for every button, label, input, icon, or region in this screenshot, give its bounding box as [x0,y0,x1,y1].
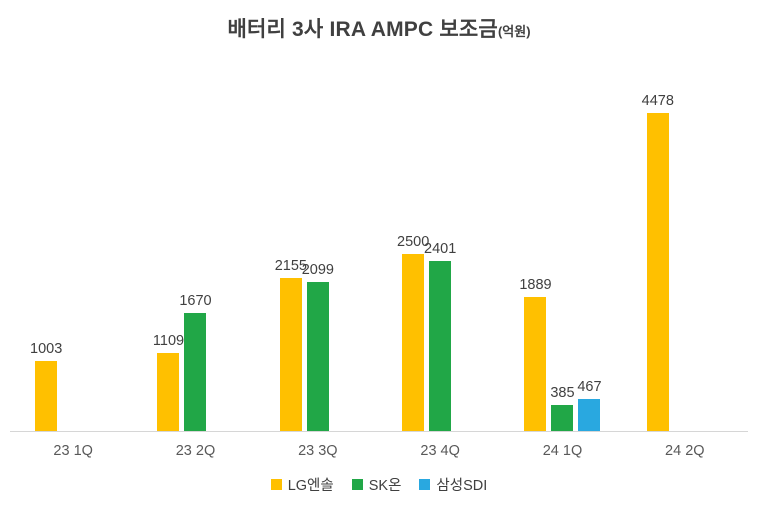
bar-slot-삼성sdi [210,80,235,432]
bar-slot-lg엔솔: 2155 [275,80,307,432]
bar-group-23-1q: 1003 [12,80,134,432]
bar-lg엔솔-23-2q [157,353,180,432]
bar-slot-삼성sdi [88,80,113,432]
bar-group-23-3q: 2155 2099 [257,80,379,432]
x-axis-labels: 23 1Q 23 2Q 23 3Q 23 4Q 24 1Q 24 2Q [12,443,746,459]
bar-slot-삼성sdi [699,80,724,432]
bar-slot-sk온: 2099 [302,80,334,432]
bar-sk온-23-2q [184,313,207,432]
data-label-lg엔솔-23-3q: 2155 [274,257,307,274]
legend-label-sk온: SK온 [368,478,402,494]
bar-삼성sdi-24-1q [578,399,601,432]
data-label-lg엔솔-24-1q: 1889 [519,276,552,293]
bar-sk온-23-3q [306,282,329,432]
x-axis-label-24-2q: 24 2Q [665,443,705,459]
bar-slot-lg엔솔: 1003 [30,80,62,432]
bar-lg엔솔-23-3q [279,278,302,432]
bar-group-24-1q: 1889 385 467 [501,80,623,432]
bar-slot-lg엔솔: 1109 [152,80,185,432]
data-label-sk온-23-3q: 2099 [301,261,334,278]
x-axis-line [10,431,748,432]
chart-title-text: 배터리 3사 IRA AMPC 보조금 [227,18,498,41]
x-axis-label-23-1q: 23 1Q [53,443,93,459]
bar-lg엔솔-23-4q [402,254,425,432]
bar-lg엔솔-24-2q [646,113,669,432]
data-label-sk온-23-4q: 2401 [424,240,457,257]
legend-item-삼성sdi: 삼성SDI [419,474,487,495]
data-label-lg엔솔-23-1q: 1003 [30,340,63,357]
legend-swatch-삼성sdi [419,479,431,490]
bar-group-24-2q: 4478 [624,80,746,432]
x-axis-label-23-2q: 23 2Q [175,443,216,459]
legend-swatch-sk온 [351,479,363,490]
bar-sk온-24-1q [551,405,574,432]
bar-slot-삼성sdi [332,80,357,432]
legend-item-lg엔솔: LG엔솔 [270,474,334,495]
bar-slot-lg엔솔: 1889 [519,80,552,432]
bar-group-23-4q: 2500 2401 [379,80,501,432]
bar-slot-sk온: 2401 [424,80,456,432]
chart-title-unit: (억원) [497,24,531,39]
data-label-lg엔솔-24-2q: 4478 [641,92,674,109]
data-label-sk온-23-2q: 1670 [179,292,212,309]
bar-slot-lg엔솔: 4478 [642,80,674,432]
bar-lg엔솔-23-1q [35,361,58,432]
bar-slot-sk온 [61,80,86,432]
data-label-삼성sdi-24-1q: 467 [577,378,602,395]
bar-group-23-2q: 1109 1670 [134,80,256,432]
legend-swatch-lg엔솔 [270,479,282,490]
bar-slot-삼성sdi [455,80,480,432]
bar-slot-lg엔솔: 2500 [397,80,429,432]
legend: LG엔솔 SK온 삼성SDI [0,474,758,495]
bar-slot-sk온: 1670 [179,80,212,432]
chart-title: 배터리 3사 IRA AMPC 보조금(억원) [0,13,758,43]
bar-lg엔솔-24-1q [524,297,547,432]
data-label-lg엔솔-23-2q: 1109 [152,332,185,349]
bar-sk온-23-4q [429,261,452,432]
data-label-lg엔솔-23-4q: 2500 [397,233,430,250]
bar-slot-삼성sdi: 467 [577,80,602,432]
legend-label-삼성sdi: 삼성SDI [436,478,488,494]
x-axis-label-23-4q: 23 4Q [420,443,460,459]
x-axis-label-24-1q: 24 1Q [542,443,583,459]
data-label-sk온-24-1q: 385 [550,384,575,401]
bar-slot-sk온: 385 [550,80,575,432]
x-axis-label-23-3q: 23 3Q [298,443,338,459]
legend-item-sk온: SK온 [351,474,402,495]
plot-area: 1003 1109 1670 2155 2099 2500 2401 1889 385 467 44… [12,80,746,432]
legend-label-lg엔솔: LG엔솔 [287,478,334,494]
bar-slot-sk온 [672,80,697,432]
